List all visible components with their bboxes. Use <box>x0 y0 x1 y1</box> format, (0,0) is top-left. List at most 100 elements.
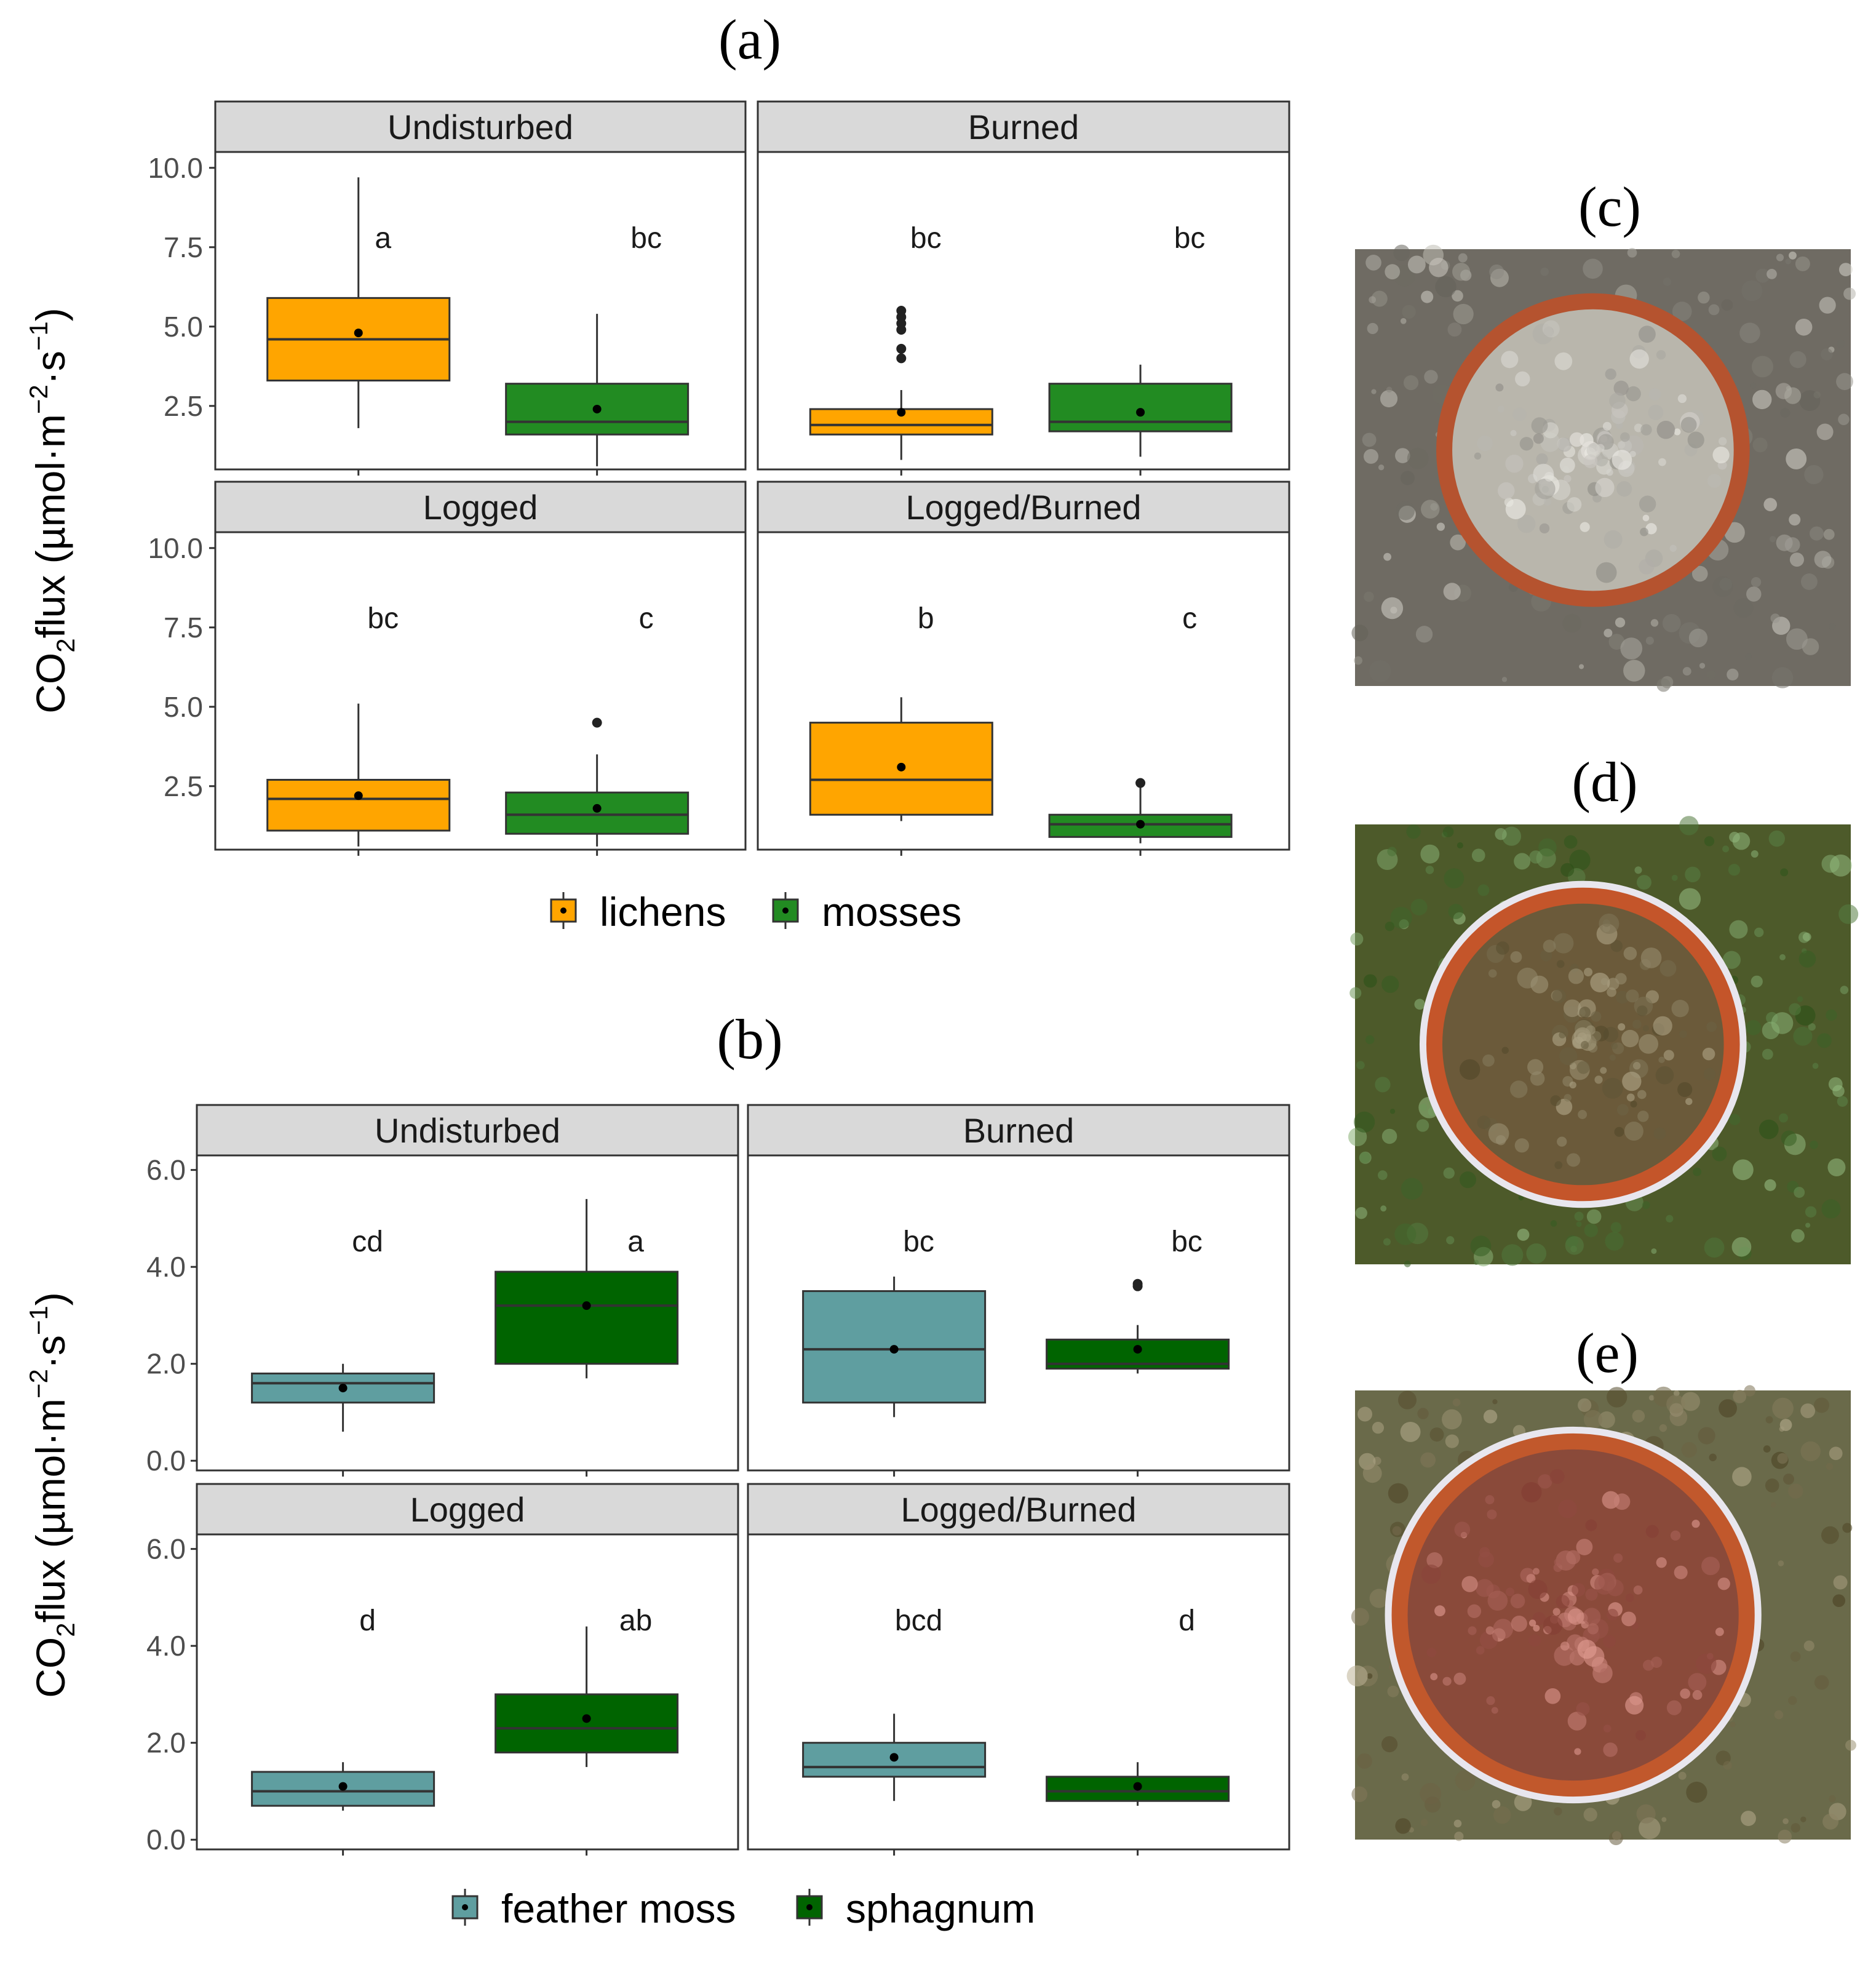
box-feather-moss: bcd <box>802 1605 987 1856</box>
significance-letter: d <box>1178 1605 1195 1637</box>
legend-key-feather-moss <box>451 1889 479 1926</box>
facet-strip-label: Burned <box>963 1111 1075 1150</box>
mean-point <box>889 1753 899 1762</box>
panel-label-c: (c) <box>1578 175 1641 238</box>
facet-logged-burned: Logged/Burned b c <box>757 481 1290 856</box>
box-sphagnum: d <box>1046 1605 1230 1856</box>
significance-letter: c <box>639 602 654 635</box>
significance-letter: a <box>627 1226 644 1258</box>
significance-letter: bc <box>910 222 942 255</box>
y-tick-label: 0.0 <box>146 1824 186 1856</box>
box-iqr <box>802 1290 987 1404</box>
significance-letter: bcd <box>895 1605 942 1637</box>
significance-letter: bc <box>1174 222 1206 255</box>
mean-point <box>1136 820 1145 829</box>
y-tick-label: 6.0 <box>146 1154 186 1186</box>
significance-letter: bc <box>630 222 662 255</box>
svg-text:CO2flux (µmol·m−2·s−1): CO2flux (µmol·m−2·s−1) <box>24 308 80 713</box>
mean-point <box>582 1301 591 1310</box>
box-lichens: a <box>266 177 451 476</box>
mean-point <box>592 404 602 413</box>
facet-strip-label: Burned <box>968 108 1079 146</box>
outlier-point <box>896 353 907 364</box>
panel-label-d: (d) <box>1572 751 1637 813</box>
facet-strip <box>747 1104 1290 1157</box>
legend-label-sphagnum: sphagnum <box>846 1886 1035 1931</box>
significance-letter: c <box>1182 602 1197 635</box>
mean-point <box>1133 1345 1142 1354</box>
facet-strip <box>214 100 747 153</box>
box-iqr <box>1048 383 1233 433</box>
facet-strip-label: Logged <box>423 488 538 527</box>
legend-key-mosses <box>772 892 799 929</box>
y-tick-label: 4.0 <box>146 1630 186 1662</box>
y-tick-label: 0.0 <box>146 1445 186 1477</box>
box-lichens: b <box>809 602 993 856</box>
box-feather-moss: bc <box>802 1226 987 1477</box>
box-iqr <box>266 778 451 832</box>
mean-point <box>889 1345 899 1354</box>
mean-point <box>897 408 906 417</box>
significance-letter: cd <box>352 1226 383 1258</box>
facet-strip <box>196 1483 739 1536</box>
facet-strip-label: Undisturbed <box>388 108 573 146</box>
y-tick-label: 4.0 <box>146 1251 186 1283</box>
lichen-collar-photo <box>1351 244 1856 692</box>
sphagnum-collar-photo <box>1346 1385 1856 1846</box>
mean-point <box>592 804 602 813</box>
outlier-point <box>592 717 602 728</box>
box-mosses: c <box>1048 602 1233 856</box>
facet-strip-label: Logged/Burned <box>900 1490 1136 1529</box>
legend-key-lichens <box>550 892 577 929</box>
plot-area <box>747 1533 1290 1851</box>
outlier-point <box>896 306 907 316</box>
box-mosses: bc <box>505 222 690 476</box>
panel-label-a: (a) <box>718 8 781 71</box>
mean-point <box>582 1714 591 1723</box>
y-tick-label: 7.5 <box>164 612 203 644</box>
y-tick-label: 10.0 <box>148 152 203 184</box>
significance-letter: bc <box>1171 1226 1202 1258</box>
facet-strip <box>757 481 1290 533</box>
outlier-point <box>1132 1278 1143 1289</box>
panel-label-e: (e) <box>1576 1322 1639 1384</box>
box-lichens: bc <box>266 602 451 856</box>
mean-point <box>897 762 906 772</box>
legend-label-feather-moss: feather moss <box>501 1886 736 1931</box>
box-sphagnum: ab <box>495 1605 679 1856</box>
legend-label-lichens: lichens <box>600 889 726 935</box>
outlier-point <box>896 343 907 354</box>
facet-logged-burned: Logged/Burned bcd d <box>747 1483 1290 1856</box>
facet-strip-label: Logged <box>410 1490 525 1529</box>
box-iqr <box>495 1693 679 1753</box>
y-tick-label: 5.0 <box>164 691 203 723</box>
mean-point <box>354 329 363 338</box>
y-tick-label: 2.0 <box>146 1727 186 1759</box>
significance-letter: bc <box>367 602 399 635</box>
facet-strip <box>196 1104 739 1157</box>
facet-burned: Burned bc bc <box>757 100 1290 476</box>
facet-logged: Logged 2.5 5.0 7.5 10.0 bc c <box>148 481 747 856</box>
box-sphagnum: bc <box>1046 1226 1230 1477</box>
y-tick-label: 7.5 <box>164 231 203 263</box>
significance-letter: b <box>918 602 934 635</box>
y-axis-label-a: CO2flux (µmol·m−2·s−1) <box>24 308 80 713</box>
mean-point <box>338 1782 348 1791</box>
box-mosses: c <box>505 602 690 856</box>
facet-burned: Burned bc bc <box>747 1104 1290 1477</box>
y-tick-label: 2.5 <box>164 390 203 422</box>
significance-letter: bc <box>903 1226 934 1258</box>
y-tick-label: 10.0 <box>148 532 203 564</box>
facet-strip-label: Logged/Burned <box>905 488 1141 527</box>
box-sphagnum: a <box>495 1198 679 1477</box>
y-tick-label: 6.0 <box>146 1533 186 1565</box>
mean-point <box>1133 1782 1142 1791</box>
facet-strip <box>747 1483 1290 1536</box>
box-mosses: bc <box>1048 222 1233 476</box>
facet-undisturbed: Undisturbed 0.0 2.0 4.0 6.0 cd a <box>146 1104 739 1477</box>
mean-point <box>1136 408 1145 417</box>
box-iqr <box>495 1270 679 1365</box>
legend-b: feather moss sphagnum <box>451 1886 1035 1931</box>
mean-point <box>338 1384 348 1393</box>
